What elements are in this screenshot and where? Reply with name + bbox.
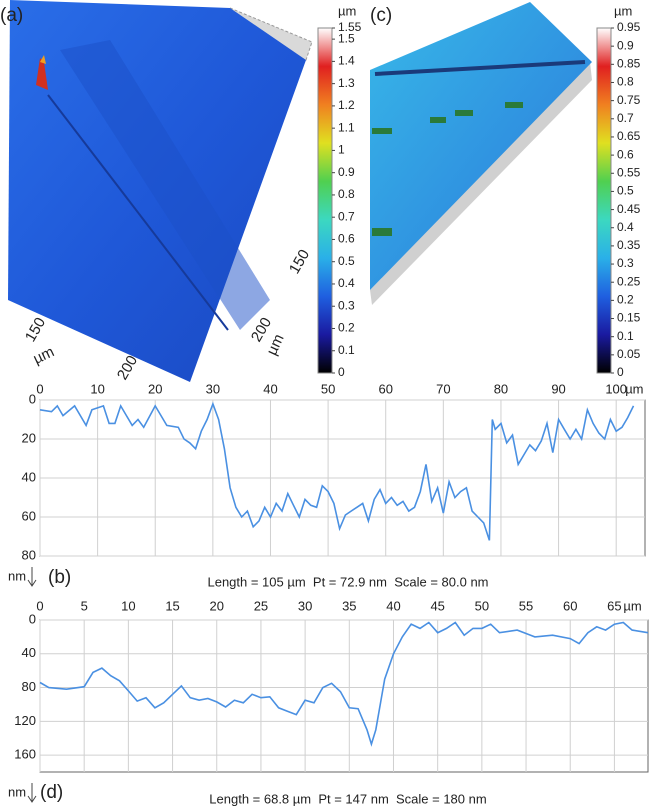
x-tick-label: 65 bbox=[607, 598, 621, 613]
x-tick-label: 40 bbox=[263, 381, 277, 396]
x-tick-label: 15 bbox=[165, 598, 179, 613]
profile-line bbox=[39, 621, 649, 747]
colorbar-label: 0.95 bbox=[617, 20, 641, 34]
colorbar-label: 0.45 bbox=[617, 202, 641, 216]
colorbar-label: 1.4 bbox=[338, 54, 355, 68]
colorbar-label: 0.2 bbox=[338, 321, 355, 335]
colorbar-label: 1.5 bbox=[338, 31, 355, 45]
colorbar bbox=[596, 27, 612, 374]
x-tick-label: 40 bbox=[386, 598, 400, 613]
x-tick-label: 0 bbox=[36, 381, 43, 396]
y-unit: nm bbox=[8, 784, 26, 799]
x-tick-label: 10 bbox=[90, 381, 104, 396]
x-tick-label: 70 bbox=[436, 381, 450, 396]
x-tick-label: 60 bbox=[378, 381, 392, 396]
x-tick-label: 45 bbox=[430, 598, 444, 613]
colorbar-label: 0.4 bbox=[338, 276, 355, 290]
colorbar-label: 0.8 bbox=[338, 187, 355, 201]
surface-label: 150 bbox=[22, 315, 49, 345]
surface-c bbox=[370, 2, 592, 305]
x-tick-label: 35 bbox=[342, 598, 356, 613]
x-tick-label: 30 bbox=[206, 381, 220, 396]
colorbar-label: 0.05 bbox=[617, 347, 641, 361]
x-tick-label: 20 bbox=[210, 598, 224, 613]
x-tick-label: 80 bbox=[494, 381, 508, 396]
x-tick-label: 50 bbox=[475, 598, 489, 613]
colorbar-label: 0.5 bbox=[617, 184, 634, 198]
colorbar-label: 0.55 bbox=[617, 165, 641, 179]
colorbar-label: 0.6 bbox=[338, 232, 355, 246]
y-tick-label: 60 bbox=[22, 508, 36, 523]
x-tick-label: 0 bbox=[36, 598, 43, 613]
colorbar-label: 0.2 bbox=[617, 293, 634, 307]
surface-label: µm bbox=[31, 343, 57, 367]
colorbar-label: 0.9 bbox=[617, 38, 634, 52]
y-tick-label: 40 bbox=[22, 645, 36, 660]
colorbar-label: 0.1 bbox=[338, 343, 355, 357]
colorbar-label: 0.7 bbox=[338, 209, 355, 223]
panel-label: (b) bbox=[48, 567, 71, 588]
x-tick-label: 5 bbox=[81, 598, 88, 613]
surface-label: 150 bbox=[286, 247, 313, 277]
x-unit: µm bbox=[623, 598, 641, 613]
x-tick-label: 10 bbox=[121, 598, 135, 613]
y-tick-label: 0 bbox=[29, 611, 36, 626]
x-tick-label: 60 bbox=[563, 598, 577, 613]
colorbar-label: 1 bbox=[338, 143, 345, 157]
y-tick-label: 80 bbox=[22, 547, 36, 562]
colorbar-label: 0.35 bbox=[617, 238, 641, 252]
y-tick-label: 120 bbox=[14, 713, 36, 728]
colorbar-label: 0 bbox=[338, 365, 345, 379]
colorbar-label: 0.1 bbox=[617, 329, 634, 343]
colorbar-label: 1.55 bbox=[338, 20, 362, 34]
x-tick-label: 50 bbox=[321, 381, 335, 396]
panel-label: (a) bbox=[0, 5, 23, 26]
colorbar-label: 0.9 bbox=[338, 165, 355, 179]
y-tick-label: 80 bbox=[22, 679, 36, 694]
colorbar-label: 0.85 bbox=[617, 56, 641, 70]
colorbar-label: 0 bbox=[617, 365, 624, 379]
colorbar-label: 1.1 bbox=[338, 120, 355, 134]
colorbar-label: 0.6 bbox=[617, 147, 634, 161]
x-tick-label: 100 bbox=[605, 381, 627, 396]
panel-label: (c) bbox=[370, 5, 392, 26]
colorbar-label: 0.8 bbox=[617, 75, 634, 89]
y-tick-label: 20 bbox=[22, 430, 36, 445]
surface-a bbox=[8, 0, 313, 382]
panel-label: (d) bbox=[40, 782, 63, 803]
x-tick-label: 25 bbox=[254, 598, 268, 613]
colorbar-label: 1.3 bbox=[338, 76, 355, 90]
plot-area bbox=[39, 619, 649, 773]
colorbar-label: 0.75 bbox=[617, 93, 641, 107]
x-tick-label: 20 bbox=[148, 381, 162, 396]
x-unit: µm bbox=[625, 381, 643, 396]
colorbar-label: 0.7 bbox=[617, 111, 634, 125]
profile-line bbox=[39, 401, 635, 541]
colorbar-label: 0.15 bbox=[617, 311, 641, 325]
y-tick-label: 0 bbox=[29, 391, 36, 406]
colorbar-label: 0.3 bbox=[617, 256, 634, 270]
caption: Length = 68.8 µm Pt = 147 nm Scale = 180… bbox=[209, 791, 486, 806]
colorbar bbox=[317, 27, 333, 374]
y-unit: nm bbox=[8, 568, 26, 583]
x-tick-label: 90 bbox=[551, 381, 565, 396]
y-arrow-head bbox=[27, 579, 37, 587]
y-tick-label: 160 bbox=[14, 747, 36, 762]
colorbar-label: 1.2 bbox=[338, 98, 355, 112]
caption: Length = 105 µm Pt = 72.9 nm Scale = 80.… bbox=[207, 574, 488, 589]
y-tick-label: 40 bbox=[22, 469, 36, 484]
colorbar-label: 0.4 bbox=[617, 220, 634, 234]
y-arrow-head bbox=[27, 795, 37, 803]
colorbar-label: 0.25 bbox=[617, 274, 641, 288]
colorbar-label: 0.65 bbox=[617, 129, 641, 143]
x-tick-label: 55 bbox=[519, 598, 533, 613]
colorbar-unit: µm bbox=[338, 3, 356, 18]
x-tick-label: 30 bbox=[298, 598, 312, 613]
colorbar-unit: µm bbox=[614, 3, 632, 18]
colorbar-label: 0.3 bbox=[338, 298, 355, 312]
colorbar-label: 0.5 bbox=[338, 254, 355, 268]
